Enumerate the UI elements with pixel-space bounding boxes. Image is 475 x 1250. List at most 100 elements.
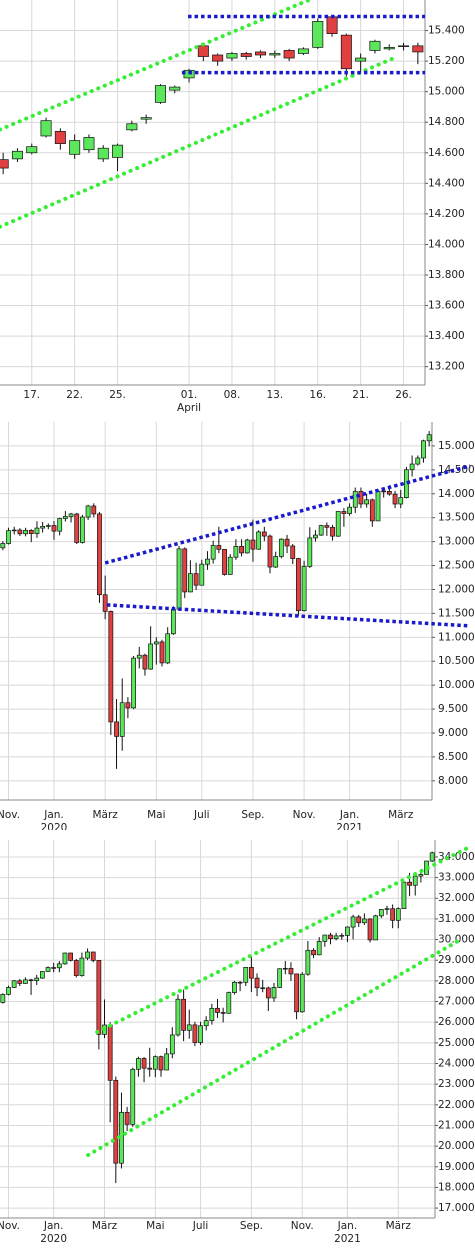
- y-tick-label: 23.000: [438, 1078, 475, 1090]
- label-line: 2021: [334, 1233, 361, 1245]
- candle-body: [226, 53, 238, 59]
- candle-body: [154, 85, 166, 103]
- candle-body: [11, 150, 23, 160]
- candle-body: [186, 1024, 192, 1031]
- trend-line: [0, 55, 397, 229]
- candle-body: [74, 513, 80, 543]
- trend-line: [95, 845, 470, 1034]
- candle-body: [244, 539, 250, 554]
- x-tick-label: 22.: [66, 389, 83, 401]
- x-tick-label: Nov.: [0, 1220, 20, 1232]
- candle-body: [165, 633, 171, 664]
- candle-body: [381, 490, 387, 493]
- candle-body: [290, 545, 296, 559]
- candle-body: [124, 1111, 130, 1125]
- x-tick-label: Jan. 2021: [336, 809, 363, 830]
- y-tick-label: 14.400: [428, 177, 465, 189]
- x-tick-label: Nov.: [291, 1220, 314, 1232]
- candle-body: [148, 643, 154, 670]
- candle-body: [311, 949, 316, 956]
- candle-body: [23, 979, 28, 984]
- candle-body: [112, 144, 124, 158]
- y-tick-label: 13.600: [428, 300, 465, 312]
- candle-body: [299, 973, 305, 1013]
- candle-body: [108, 611, 114, 723]
- y-tick-label: 15.000: [438, 440, 475, 452]
- x-tick-label: 13.: [266, 389, 283, 401]
- candle-body: [226, 992, 232, 1014]
- candle-body: [91, 505, 97, 515]
- y-tick-label: 17.000: [438, 1202, 475, 1214]
- candle-body: [23, 529, 28, 535]
- label-line: Jan.: [43, 809, 64, 821]
- candle-body: [364, 499, 370, 505]
- x-tick-label: Juli: [193, 809, 210, 821]
- label-line: Jan.: [339, 809, 360, 821]
- candle-body: [395, 908, 401, 921]
- candle-body: [114, 721, 119, 737]
- x-tick-label: Jan. 2020: [41, 809, 68, 830]
- candle-body: [140, 117, 152, 120]
- candle-body: [210, 545, 216, 560]
- candle-body: [220, 1012, 226, 1014]
- candle-body: [142, 654, 148, 670]
- x-tick-label: 08.: [224, 389, 241, 401]
- label-line: 2021: [336, 822, 363, 830]
- candle-body: [375, 490, 381, 522]
- candle-body: [0, 994, 6, 1003]
- candle-body: [233, 546, 239, 558]
- trend-line: [0, 0, 312, 132]
- y-tick-label: 13.500: [438, 512, 475, 524]
- chart-dow-weekly: 17.000 18.000 19.000 20.000 21.000 22.000 23.0…: [0, 840, 475, 1245]
- candle-body: [305, 949, 311, 975]
- candle-body: [326, 16, 338, 34]
- candle-body: [358, 491, 364, 505]
- candle-body: [34, 977, 40, 981]
- candle-body: [237, 981, 243, 984]
- candle-body: [401, 881, 407, 910]
- candle-body: [62, 952, 68, 965]
- candle-body: [126, 123, 138, 131]
- candle-body: [261, 531, 267, 537]
- candle-body: [175, 998, 181, 1036]
- candle-body: [369, 40, 381, 51]
- candle-body: [316, 941, 322, 956]
- candle-body: [297, 48, 309, 54]
- candle-body: [273, 556, 279, 568]
- candle-body: [85, 951, 90, 959]
- candle-body: [34, 527, 40, 534]
- y-tick-label: 28.000: [438, 975, 475, 987]
- candle-body: [136, 1058, 141, 1070]
- x-tick-label: Jan. 2021: [334, 1220, 361, 1245]
- label-line: 2020: [40, 1233, 67, 1245]
- candle-body: [239, 546, 244, 554]
- y-tick-label: 14.800: [428, 116, 465, 128]
- candle-body: [340, 34, 352, 70]
- candle-body: [83, 137, 95, 151]
- candle-body: [355, 57, 367, 62]
- candle-body: [294, 973, 299, 1013]
- y-tick-label: 11.500: [438, 607, 475, 619]
- x-tick-label: März: [388, 809, 414, 821]
- x-tick-label: Nov.: [0, 809, 20, 821]
- candle-body: [203, 1020, 209, 1027]
- y-tick-label: 13.400: [428, 330, 465, 342]
- plot-area: [0, 422, 432, 800]
- candle-body: [182, 548, 188, 593]
- x-tick-label: Sep.: [241, 809, 264, 821]
- candle-body: [69, 140, 81, 155]
- y-tick-label: 9.000: [438, 727, 468, 739]
- plot-area: [0, 840, 435, 1218]
- y-tick-label: 10.000: [438, 679, 475, 691]
- candle-body: [361, 918, 367, 924]
- y-tick-label: 22.000: [438, 1099, 475, 1111]
- y-tick-label: 15.200: [428, 55, 465, 67]
- candle-body: [205, 558, 210, 565]
- candle-body: [51, 967, 57, 969]
- candle-body: [347, 506, 352, 514]
- candle-body: [271, 987, 277, 999]
- candle-body: [301, 566, 307, 612]
- candle-body: [386, 491, 392, 495]
- x-tick-label: Sep.: [240, 1220, 263, 1232]
